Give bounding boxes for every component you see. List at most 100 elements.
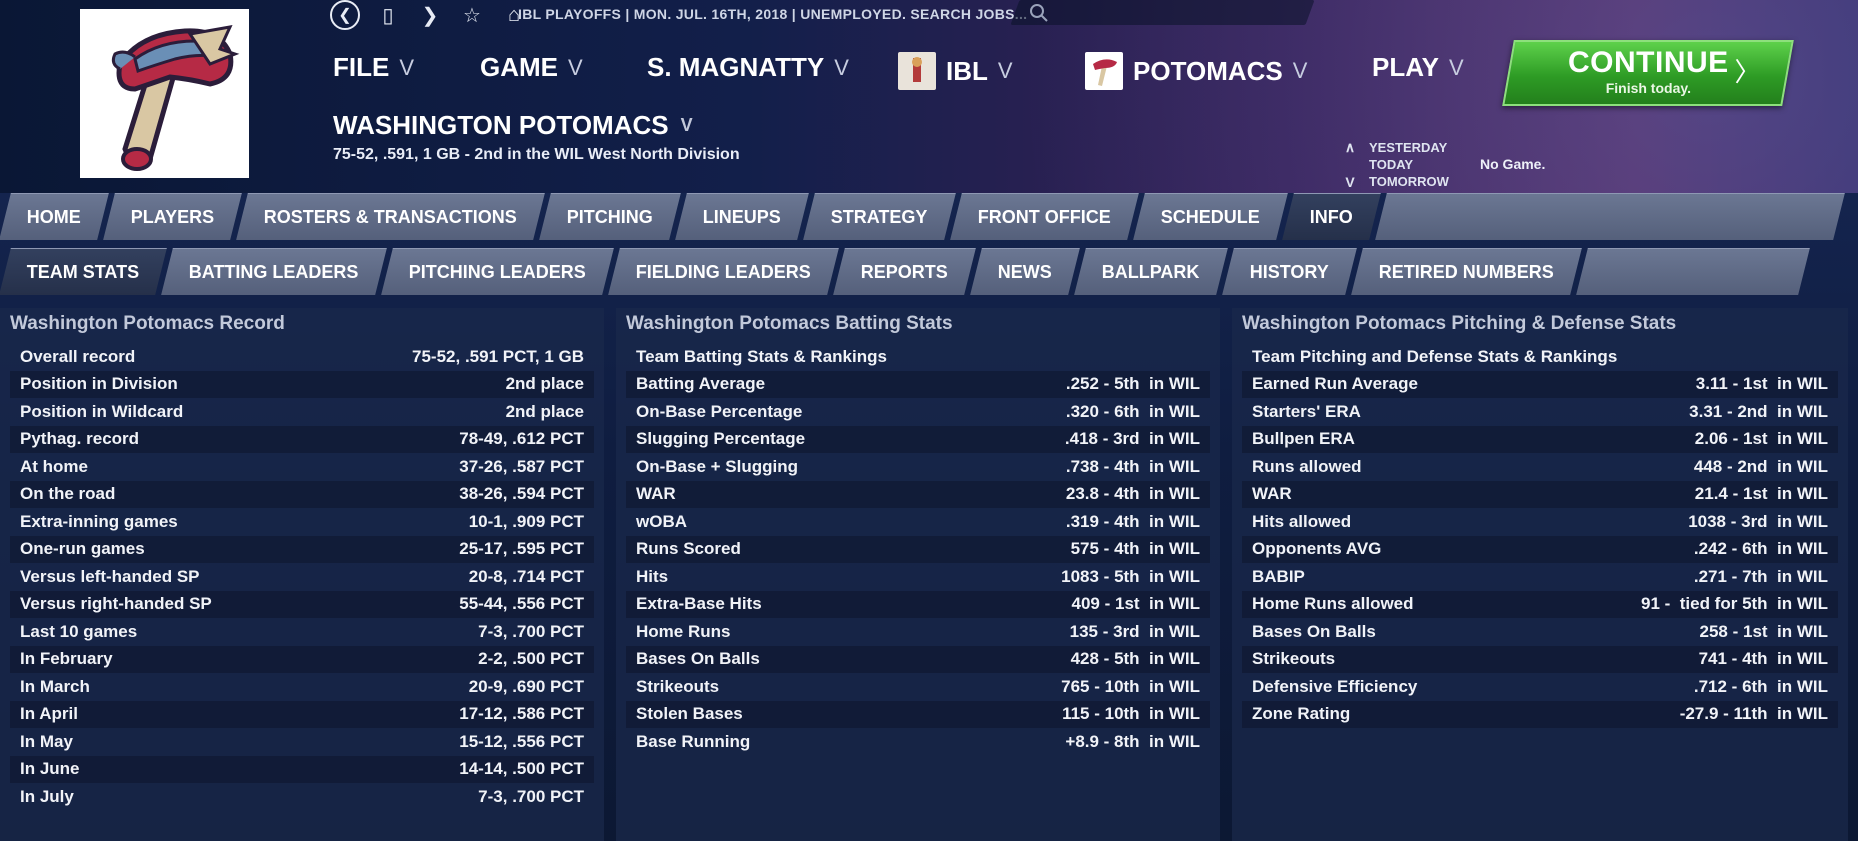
table-row: On-Base Percentage .320 - 6th in WIL <box>626 398 1210 426</box>
menu-file[interactable]: FILE V <box>333 52 414 83</box>
menu-manager[interactable]: S. MAGNATTY V <box>647 52 849 83</box>
table-row: WAR 23.8 - 4th in WIL <box>626 480 1210 508</box>
row-label: Zone Rating <box>1252 704 1351 724</box>
row-value: 1083 - 5th in WIL <box>1061 566 1200 586</box>
chevron-down-icon: V <box>997 58 1013 83</box>
table-row: Position in Division 2nd place <box>10 370 594 398</box>
bookmark-icon[interactable]: ▯ <box>382 4 394 27</box>
record-table: Overall record 75-52, .591 PCT, 1 GB Posit… <box>10 343 594 811</box>
batting-panel: Washington Potomacs Batting Stats Team B… <box>616 308 1220 841</box>
home-icon[interactable]: ⌂ <box>507 3 521 26</box>
row-value: 2nd place <box>505 374 584 394</box>
record-panel: Washington Potomacs Record Overall recor… <box>0 308 604 841</box>
row-label: Runs allowed <box>1252 456 1362 476</box>
forward-icon[interactable]: ❯ <box>421 4 439 27</box>
row-label: Strikeouts <box>636 676 720 696</box>
row-label: WAR <box>636 484 676 504</box>
chevron-up-icon: ∧ <box>1344 139 1356 155</box>
tab-pitching[interactable]: PITCHING <box>539 193 682 240</box>
row-value: 7-3, .700 PCT <box>478 786 584 806</box>
tab-pitching-leaders[interactable]: PITCHING LEADERS <box>381 248 614 295</box>
row-value: 15-12, .556 PCT <box>459 731 584 751</box>
yesterday-label: YESTERDAY <box>1369 140 1448 155</box>
tomorrow-label: TOMORROW <box>1369 174 1449 189</box>
tab-strategy[interactable]: STRATEGY <box>803 193 956 240</box>
row-label: On-Base Percentage <box>636 401 803 421</box>
tab-label: FRONT OFFICE <box>977 206 1111 227</box>
row-label: Extra-inning games <box>20 511 178 531</box>
menu-play[interactable]: PLAY V <box>1372 52 1464 83</box>
tab-fielding-leaders[interactable]: FIELDING LEADERS <box>608 248 839 295</box>
tab-label: REPORTS <box>860 261 948 282</box>
tab-players[interactable]: PLAYERS <box>103 193 243 240</box>
tab-front-office[interactable]: FRONT OFFICE <box>950 193 1139 240</box>
batting-table: Team Batting Stats & Rankings Batting Av… <box>626 343 1210 756</box>
tab-batting-leaders[interactable]: BATTING LEADERS <box>161 248 387 295</box>
menu-game[interactable]: GAME V <box>480 52 583 83</box>
tab-label: PITCHING LEADERS <box>408 261 586 282</box>
day-today[interactable]: TODAY <box>1343 156 1449 173</box>
tab-lineups[interactable]: LINEUPS <box>675 193 810 240</box>
row-label: Batting Average <box>636 374 766 394</box>
status-text: IBL PLAYOFFS | MON. JUL. 16TH, 2018 | UN… <box>518 6 1028 22</box>
table-row: Extra-Base Hits 409 - 1st in WIL <box>626 590 1210 618</box>
menu-team[interactable]: POTOMACS V <box>1085 52 1307 90</box>
tab-news[interactable]: NEWS <box>970 248 1080 295</box>
day-yesterday[interactable]: ∧ YESTERDAY <box>1343 139 1449 156</box>
tab-team-stats[interactable]: TEAM STATS <box>0 248 168 295</box>
table-row: One-run games 25-17, .595 PCT <box>10 535 594 563</box>
row-value: 55-44, .556 PCT <box>459 594 584 614</box>
tab-info[interactable]: INFO <box>1282 193 1381 240</box>
tab-retired-numbers[interactable]: RETIRED NUMBERS <box>1350 248 1582 295</box>
menu-game-label: GAME <box>480 52 558 82</box>
row-value: 3.31 - 2nd in WIL <box>1689 401 1828 421</box>
row-label: Strikeouts <box>1252 649 1336 669</box>
tab-reports[interactable]: REPORTS <box>833 248 976 295</box>
tab-label: RETIRED NUMBERS <box>1378 261 1554 282</box>
day-tomorrow[interactable]: V TOMORROW <box>1343 173 1449 190</box>
today-game-status: No Game. <box>1480 156 1546 172</box>
league-logo-icon <box>898 52 936 90</box>
row-label: In April <box>20 704 78 724</box>
team-logo-icon <box>1085 52 1123 90</box>
pitching-table: Team Pitching and Defense Stats & Rankin… <box>1242 343 1838 728</box>
row-value: 3.11 - 1st in WIL <box>1695 374 1828 394</box>
row-value: 23.8 - 4th in WIL <box>1065 484 1200 504</box>
row-label: On-Base + Slugging <box>636 456 798 476</box>
table-row: Starters' ERA 3.31 - 2nd in WIL <box>1242 398 1838 426</box>
chevron-down-icon: V <box>1292 58 1308 83</box>
table-row: Slugging Percentage .418 - 3rd in WIL <box>626 425 1210 453</box>
table-row: In April 17-12, .586 PCT <box>10 700 594 728</box>
search-input[interactable] <box>1010 0 1315 25</box>
continue-button[interactable]: CONTINUE Finish today. 〉 <box>1502 40 1794 106</box>
tab-ballpark[interactable]: BALLPARK <box>1074 248 1228 295</box>
table-header: Team Batting Stats & Rankings <box>626 343 1210 371</box>
row-label: One-run games <box>20 539 145 559</box>
table-row: Pythag. record 78-49, .612 PCT <box>10 425 594 453</box>
row-label: Versus right-handed SP <box>20 594 212 614</box>
tab-schedule[interactable]: SCHEDULE <box>1133 193 1288 240</box>
star-icon[interactable]: ☆ <box>463 4 481 27</box>
tab-rosters-transactions[interactable]: ROSTERS & TRANSACTIONS <box>236 193 546 240</box>
row-label: In June <box>20 759 80 779</box>
table-row: On the road 38-26, .594 PCT <box>10 480 594 508</box>
row-value: 741 - 4th in WIL <box>1698 649 1828 669</box>
back-icon[interactable]: ❮ <box>330 0 360 30</box>
row-label: Bases On Balls <box>1252 621 1376 641</box>
menu-league[interactable]: IBL V <box>898 52 1013 90</box>
table-row: WAR 21.4 - 1st in WIL <box>1242 480 1838 508</box>
search-icon[interactable] <box>1028 2 1050 24</box>
table-row: In February 2-2, .500 PCT <box>10 645 594 673</box>
table-row: Versus right-handed SP 55-44, .556 PCT <box>10 590 594 618</box>
team-title[interactable]: WASHINGTON POTOMACS V <box>333 110 693 141</box>
tab-history[interactable]: HISTORY <box>1221 248 1357 295</box>
row-value: .319 - 4th in WIL <box>1065 511 1200 531</box>
tab-home[interactable]: HOME <box>0 193 109 240</box>
row-value: 258 - 1st in WIL <box>1699 621 1828 641</box>
menu-manager-label: S. MAGNATTY <box>647 52 825 82</box>
record-panel-title: Washington Potomacs Record <box>10 313 285 334</box>
row-label: WAR <box>1252 484 1292 504</box>
table-row: wOBA .319 - 4th in WIL <box>626 508 1210 536</box>
table-row: In March 20-9, .690 PCT <box>10 673 594 701</box>
row-label: Starters' ERA <box>1252 401 1361 421</box>
